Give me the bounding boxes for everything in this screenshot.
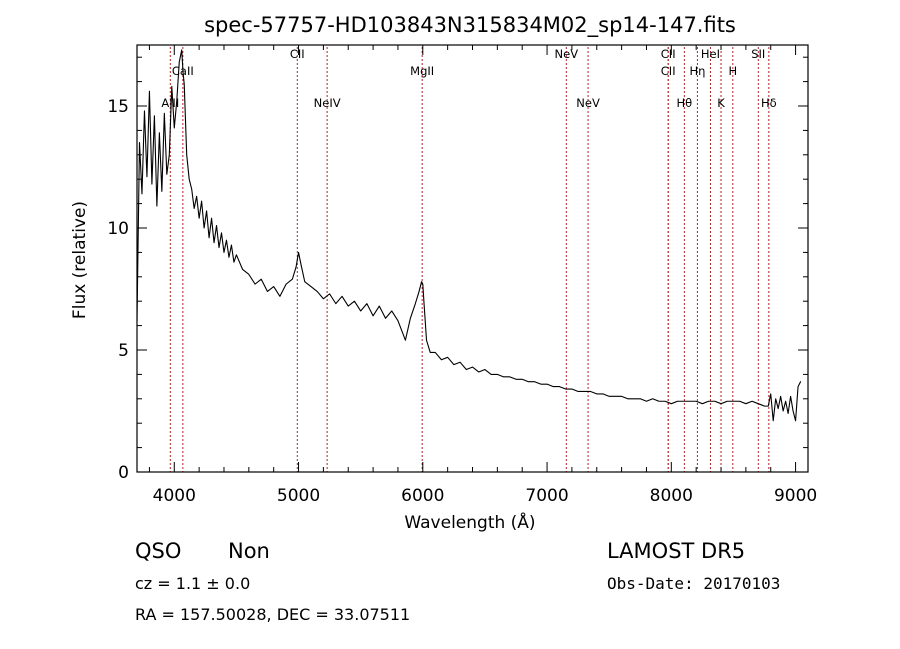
object-class: QSO xyxy=(135,539,181,563)
spectral-line-label-4: MgII xyxy=(410,64,434,78)
x-tick-label-2: 6000 xyxy=(401,486,444,506)
spectral-line-label-6: NeV xyxy=(576,96,600,110)
y-axis-label: Flux (relative) xyxy=(70,201,90,319)
spectral-line-label-8: CII xyxy=(661,64,676,78)
spectral-line-label-7: CII xyxy=(661,47,676,61)
spectral-line-label-9: Hθ xyxy=(677,96,693,110)
y-tick-label-0: 0 xyxy=(118,463,129,483)
spectrum-line xyxy=(136,49,802,422)
x-tick-label-0: 4000 xyxy=(153,486,196,506)
spectral-line-label-0: AlII xyxy=(161,96,179,110)
spectral-line-label-13: H xyxy=(728,64,737,78)
spectral-line-label-11: HeI xyxy=(701,47,720,61)
y-tick-label-3: 15 xyxy=(107,97,129,117)
spectral-line-markers: AlIICaIICIINeIVMgIINeVNeVCIICIIHθHηHeIKH… xyxy=(161,47,777,472)
obs-date: Obs-Date: 20170103 xyxy=(607,574,780,593)
spectral-line-label-5: NeV xyxy=(555,47,579,61)
x-axis-label: Wavelength (Å) xyxy=(404,511,535,533)
x-tick-label-1: 5000 xyxy=(277,486,320,506)
cz-value: cz = 1.1 ± 0.0 xyxy=(135,574,250,593)
spectrum-series xyxy=(136,49,802,422)
survey-name: LAMOST DR5 xyxy=(607,539,745,563)
y-tick-label-2: 10 xyxy=(107,219,129,239)
spectral-line-label-10: Hη xyxy=(689,64,705,78)
x-tick-label-4: 8000 xyxy=(650,486,693,506)
ticks: 4000 5000 6000 7000 8000 9000 0 5 10 15 xyxy=(107,45,817,506)
x-tick-label-3: 7000 xyxy=(525,486,568,506)
spectral-line-label-15: Hδ xyxy=(761,96,777,110)
spectral-line-label-14: SII xyxy=(751,47,765,61)
spectral-line-label-2: CII xyxy=(290,47,305,61)
spectral-line-label-12: K xyxy=(717,96,725,110)
x-tick-label-5: 9000 xyxy=(774,486,817,506)
y-tick-label-1: 5 xyxy=(118,341,129,361)
chart-title: spec-57757-HD103843N315834M02_sp14-147.f… xyxy=(204,13,736,38)
object-subclass: Non xyxy=(228,539,270,563)
coordinates: RA = 157.50028, DEC = 33.07511 xyxy=(135,605,410,624)
spectral-line-label-3: NeIV xyxy=(314,96,341,110)
